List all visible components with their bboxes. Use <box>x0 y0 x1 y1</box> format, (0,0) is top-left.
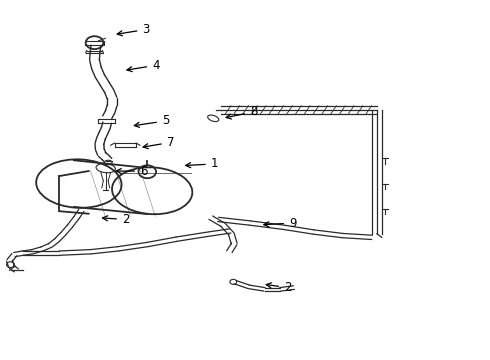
Bar <box>85 41 104 45</box>
Text: 9: 9 <box>264 217 296 230</box>
Text: 2: 2 <box>266 281 292 294</box>
Text: 7: 7 <box>143 136 174 149</box>
Text: 5: 5 <box>134 114 170 127</box>
Text: 3: 3 <box>117 23 150 36</box>
Text: 1: 1 <box>186 157 219 170</box>
Text: 2: 2 <box>102 213 129 226</box>
Text: 6: 6 <box>116 165 147 177</box>
Text: 4: 4 <box>127 59 160 72</box>
Text: 8: 8 <box>226 105 257 119</box>
